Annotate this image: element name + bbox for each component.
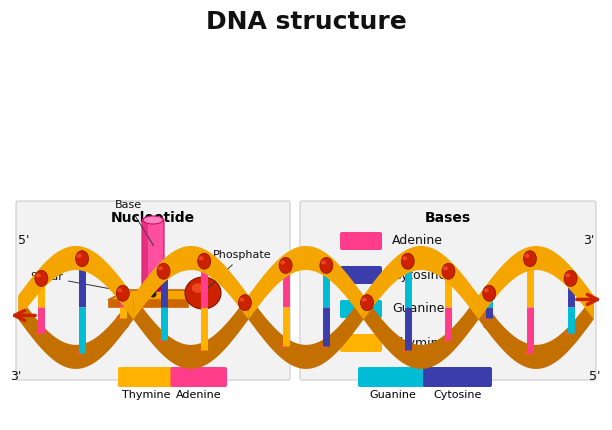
Ellipse shape — [158, 266, 163, 270]
Text: Nucleotide: Nucleotide — [111, 211, 195, 225]
Polygon shape — [108, 300, 188, 307]
Text: Guanine: Guanine — [369, 390, 416, 400]
Ellipse shape — [76, 254, 81, 258]
Ellipse shape — [401, 253, 414, 269]
Ellipse shape — [118, 288, 122, 292]
Ellipse shape — [143, 216, 163, 224]
Text: 5': 5' — [18, 233, 29, 246]
Ellipse shape — [76, 251, 89, 267]
Text: Guanine: Guanine — [392, 302, 444, 316]
Ellipse shape — [524, 351, 529, 355]
Polygon shape — [143, 220, 148, 290]
Text: Sugar: Sugar — [30, 272, 130, 292]
Ellipse shape — [360, 304, 373, 320]
Text: Phosphate: Phosphate — [205, 250, 272, 291]
Ellipse shape — [565, 332, 570, 335]
Ellipse shape — [320, 341, 333, 357]
FancyBboxPatch shape — [423, 367, 492, 387]
Ellipse shape — [199, 256, 204, 260]
Ellipse shape — [523, 348, 536, 364]
Text: Bases: Bases — [425, 211, 471, 225]
Text: 3': 3' — [10, 370, 21, 384]
Ellipse shape — [483, 313, 496, 329]
Ellipse shape — [362, 298, 367, 302]
Ellipse shape — [443, 266, 448, 270]
Ellipse shape — [116, 313, 129, 329]
FancyBboxPatch shape — [340, 300, 382, 318]
FancyBboxPatch shape — [16, 201, 290, 380]
Ellipse shape — [158, 339, 163, 343]
Ellipse shape — [280, 344, 285, 348]
Polygon shape — [108, 290, 208, 300]
Ellipse shape — [320, 258, 333, 273]
Ellipse shape — [564, 329, 577, 344]
FancyBboxPatch shape — [171, 367, 227, 387]
Ellipse shape — [523, 251, 536, 267]
FancyBboxPatch shape — [340, 266, 382, 284]
Ellipse shape — [35, 329, 48, 344]
Text: Cytosine: Cytosine — [392, 268, 446, 282]
Ellipse shape — [483, 286, 496, 301]
Ellipse shape — [321, 344, 326, 348]
Ellipse shape — [199, 349, 204, 353]
Text: Adenine: Adenine — [392, 234, 443, 248]
Circle shape — [149, 291, 157, 298]
FancyBboxPatch shape — [142, 219, 164, 291]
Ellipse shape — [157, 336, 170, 352]
Text: 3': 3' — [583, 233, 594, 246]
Ellipse shape — [76, 351, 81, 355]
Ellipse shape — [192, 283, 204, 293]
Ellipse shape — [280, 261, 285, 264]
Text: Thymine: Thymine — [392, 337, 446, 350]
Ellipse shape — [116, 286, 129, 301]
Ellipse shape — [157, 263, 170, 279]
Ellipse shape — [239, 304, 252, 320]
Ellipse shape — [185, 277, 221, 309]
Ellipse shape — [565, 273, 570, 277]
Text: DNA structure: DNA structure — [206, 10, 406, 34]
Ellipse shape — [239, 295, 252, 311]
FancyBboxPatch shape — [340, 232, 382, 250]
Ellipse shape — [401, 346, 414, 362]
Ellipse shape — [36, 273, 41, 277]
FancyBboxPatch shape — [358, 367, 427, 387]
Ellipse shape — [442, 336, 455, 352]
Ellipse shape — [198, 253, 211, 269]
FancyBboxPatch shape — [340, 334, 382, 352]
Circle shape — [124, 291, 132, 298]
Ellipse shape — [239, 307, 244, 311]
Ellipse shape — [198, 346, 211, 362]
Ellipse shape — [279, 258, 292, 273]
Text: Base: Base — [115, 200, 154, 246]
FancyBboxPatch shape — [118, 367, 174, 387]
Text: Adenine: Adenine — [176, 390, 222, 400]
Ellipse shape — [239, 298, 244, 302]
Ellipse shape — [362, 307, 367, 311]
Ellipse shape — [118, 316, 122, 321]
Ellipse shape — [143, 284, 163, 292]
Ellipse shape — [442, 263, 455, 279]
Ellipse shape — [402, 256, 407, 260]
Ellipse shape — [483, 288, 489, 292]
Text: 5': 5' — [589, 370, 600, 384]
Ellipse shape — [360, 295, 373, 311]
Ellipse shape — [524, 254, 529, 258]
Ellipse shape — [402, 349, 407, 353]
Ellipse shape — [483, 316, 489, 321]
Ellipse shape — [76, 348, 89, 364]
Text: Thymine: Thymine — [122, 390, 171, 400]
Ellipse shape — [321, 261, 326, 264]
FancyBboxPatch shape — [300, 201, 596, 380]
Text: Cytosine: Cytosine — [433, 390, 482, 400]
Ellipse shape — [443, 339, 448, 343]
Ellipse shape — [279, 341, 292, 357]
Ellipse shape — [564, 270, 577, 286]
Ellipse shape — [36, 332, 41, 335]
Ellipse shape — [35, 270, 48, 286]
